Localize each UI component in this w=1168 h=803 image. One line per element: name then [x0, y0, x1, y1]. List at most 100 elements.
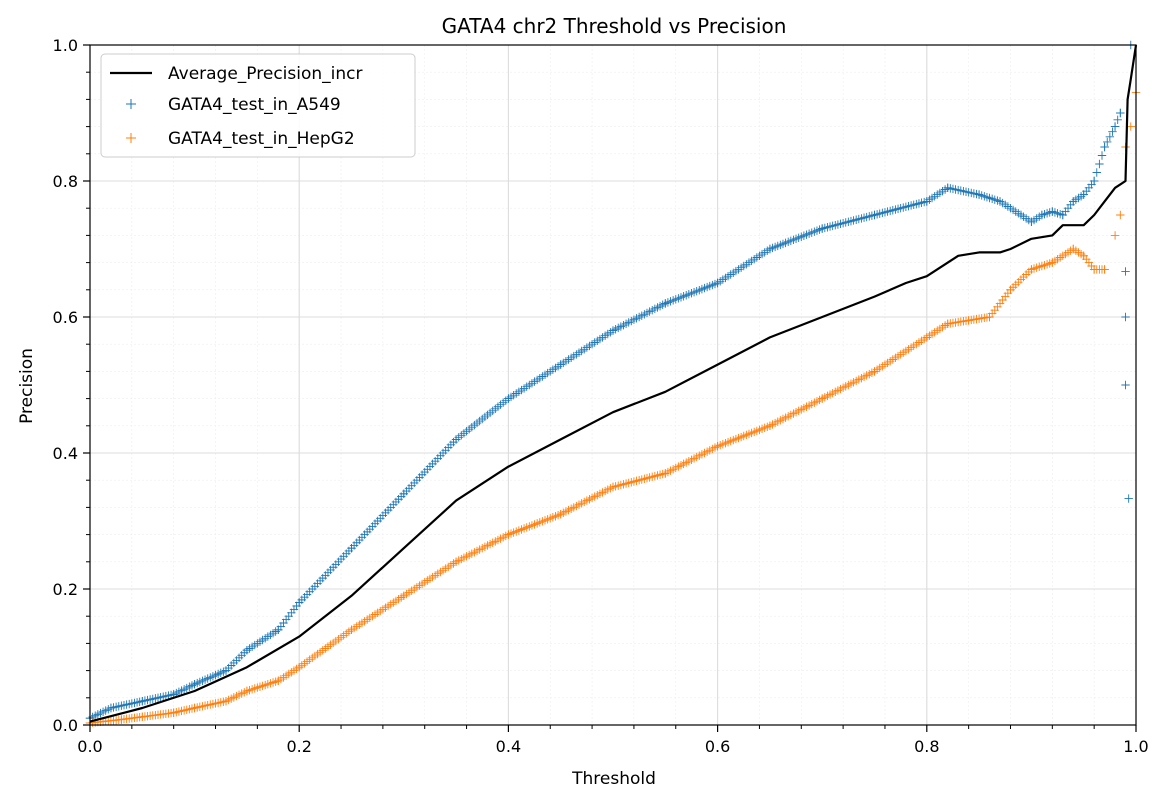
- data-point: [347, 625, 356, 634]
- data-point: [221, 697, 231, 706]
- data-point: [870, 367, 879, 376]
- data-point: [943, 183, 952, 192]
- data-point: [1079, 251, 1088, 260]
- data-point: [1124, 494, 1133, 503]
- data-point: [295, 598, 304, 607]
- data-point: [221, 666, 231, 675]
- data-point: [451, 557, 461, 566]
- legend-label-hepg2: GATA4_test_in_HepG2: [168, 129, 355, 149]
- legend-marker-a549: [126, 99, 136, 109]
- data-point: [765, 421, 775, 430]
- x-tick-label: 0.8: [914, 737, 939, 756]
- data-point: [190, 680, 199, 689]
- data-point: [1105, 132, 1115, 141]
- data-point: [1121, 380, 1130, 390]
- data-point: [1079, 190, 1088, 199]
- data-point: [1100, 142, 1109, 152]
- series-1-markers: [85, 40, 1135, 723]
- data-point: [1089, 265, 1099, 274]
- series-layer: [85, 40, 1141, 728]
- chart-title: GATA4 chr2 Threshold vs Precision: [442, 14, 787, 38]
- legend: Average_Precision_incr GATA4_test_in_A54…: [100, 53, 416, 158]
- y-tick-label: 0.4: [53, 444, 78, 463]
- legend-box: [100, 53, 416, 158]
- data-point: [1121, 267, 1130, 276]
- x-tick-label: 1.0: [1123, 737, 1148, 756]
- data-point: [922, 333, 931, 342]
- data-point: [943, 319, 952, 328]
- data-point: [1089, 176, 1099, 186]
- data-point: [399, 591, 408, 600]
- data-point: [661, 469, 670, 478]
- x-tick-label: 0.2: [286, 737, 311, 756]
- data-point: [818, 224, 827, 233]
- data-point: [504, 394, 513, 403]
- y-tick-label: 1.0: [53, 36, 78, 55]
- legend-label-average-precision: Average_Precision_incr: [168, 64, 363, 84]
- plot-frame: [89, 44, 1137, 726]
- data-point: [1069, 197, 1078, 206]
- data-point: [1058, 210, 1067, 220]
- legend-marker-hepg2: [126, 133, 136, 143]
- data-point: [1110, 122, 1120, 131]
- data-point: [1100, 265, 1109, 274]
- data-point: [399, 489, 408, 498]
- data-point: [1116, 108, 1125, 118]
- data-point: [713, 278, 722, 288]
- data-point: [964, 316, 973, 325]
- data-point: [190, 703, 199, 713]
- data-point: [1108, 127, 1117, 136]
- data-point: [608, 326, 618, 335]
- data-point: [106, 703, 116, 713]
- data-point: [1113, 115, 1122, 124]
- x-tick-label: 0.6: [705, 737, 730, 756]
- x-tick-label: 0.4: [496, 737, 521, 756]
- series-2-markers: [85, 88, 1141, 728]
- data-point: [295, 663, 304, 672]
- data-point: [556, 360, 565, 369]
- data-point: [451, 435, 461, 444]
- legend-label-a549: GATA4_test_in_A549: [168, 95, 341, 115]
- x-axis-label: Threshold: [571, 769, 656, 789]
- data-point: [922, 197, 931, 206]
- data-point: [1027, 217, 1036, 226]
- data-point: [347, 544, 356, 553]
- data-point: [713, 442, 722, 451]
- data-point: [765, 244, 775, 254]
- major-grid: [90, 45, 1136, 725]
- data-point: [1006, 285, 1015, 294]
- data-point: [242, 646, 252, 655]
- y-tick-label: 0.6: [53, 308, 78, 327]
- y-axis-label: Precision: [17, 348, 37, 424]
- data-point: [1037, 210, 1047, 220]
- data-point: [974, 190, 984, 199]
- data-point: [1092, 168, 1101, 177]
- data-point: [1116, 210, 1125, 220]
- data-point: [274, 676, 283, 685]
- data-point: [138, 712, 147, 722]
- data-point: [169, 708, 178, 717]
- axis-ticks: 0.0 0.2 0.4 0.6 0.8 1.0 0.0 0.2 0.4 0.6 0.8 1.0: [53, 36, 1149, 756]
- data-point: [995, 197, 1005, 206]
- data-point: [818, 394, 827, 403]
- y-tick-label: 0.2: [53, 580, 78, 599]
- y-tick-label: 0.0: [53, 716, 78, 735]
- data-point: [1110, 231, 1120, 240]
- x-tick-label: 0.0: [77, 737, 102, 756]
- data-point: [1048, 207, 1057, 216]
- data-point: [1121, 312, 1130, 322]
- data-point: [608, 482, 618, 492]
- data-point: [1103, 137, 1112, 147]
- data-point: [985, 312, 994, 322]
- data-point: [274, 625, 283, 634]
- data-point: [138, 697, 147, 706]
- data-point: [870, 210, 879, 220]
- series-0-line: [89, 44, 1138, 723]
- data-point: [117, 715, 126, 724]
- data-point: [1097, 151, 1107, 160]
- y-tick-label: 0.8: [53, 172, 78, 191]
- data-point: [1027, 265, 1036, 274]
- data-point: [504, 530, 513, 539]
- data-point: [661, 299, 670, 308]
